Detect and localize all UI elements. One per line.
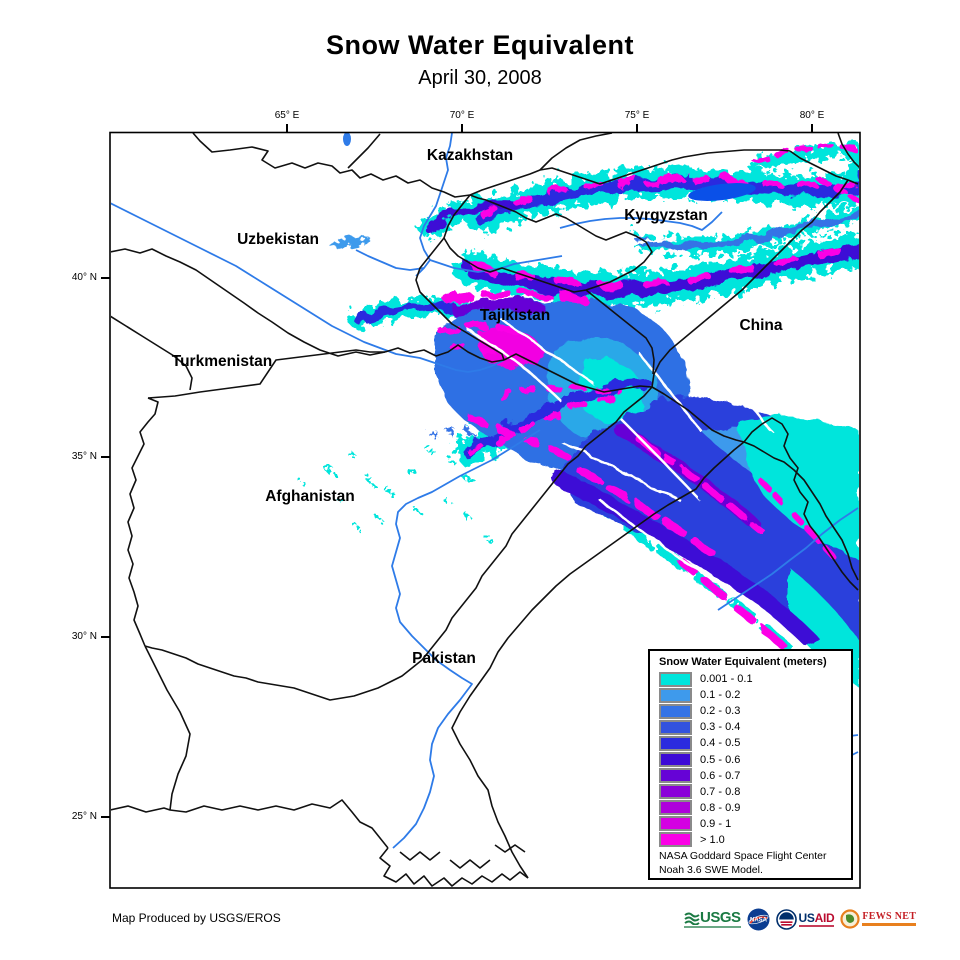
legend-row: 0.3 - 0.4 bbox=[659, 719, 844, 735]
legend-title: Snow Water Equivalent (meters) bbox=[659, 656, 827, 668]
legend-row: 0.4 - 0.5 bbox=[659, 735, 844, 751]
country-label-tajikistan: Tajikistan bbox=[479, 307, 551, 324]
lon-tick-80e: 80° E bbox=[799, 110, 825, 121]
legend-swatch bbox=[659, 800, 692, 816]
map-frame bbox=[101, 124, 861, 889]
borders-layer bbox=[111, 133, 859, 887]
country-label-kyrgyzstan: Kyrgyzstan bbox=[624, 207, 708, 224]
attribution-text: Map Produced by USGS/EROS bbox=[112, 911, 281, 925]
legend-label: 0.4 - 0.5 bbox=[700, 737, 741, 750]
legend-row: 0.5 - 0.6 bbox=[659, 751, 844, 768]
lat-tick-35n: 35° N bbox=[71, 451, 97, 462]
legend-swatch bbox=[659, 784, 692, 800]
usaid-logo: USAID bbox=[775, 908, 835, 930]
lat-tick-30n: 30° N bbox=[71, 631, 97, 642]
lat-tick-40n: 40° N bbox=[71, 272, 97, 283]
nasa-wordmark: NASA bbox=[750, 917, 768, 923]
legend-row: > 1.0 bbox=[659, 832, 844, 848]
legend-label: > 1.0 bbox=[700, 833, 725, 846]
country-label-china: China bbox=[739, 317, 783, 334]
lon-tick-70e: 70° E bbox=[449, 110, 475, 121]
legend-label: 0.8 - 0.9 bbox=[700, 801, 741, 814]
legend-swatch bbox=[659, 752, 692, 768]
logo-row: USGS NASA USAID FEWS NET bbox=[684, 903, 917, 935]
page-title: Snow Water Equivalent bbox=[325, 30, 635, 60]
lat-tick-25n: 25° N bbox=[71, 811, 97, 822]
legend-label: 0.9 - 1 bbox=[700, 817, 732, 830]
usgs-wave-icon bbox=[684, 912, 700, 925]
snow-extent-layer bbox=[111, 133, 859, 887]
lakes-layer bbox=[330, 133, 756, 249]
legend-swatch bbox=[659, 735, 692, 751]
legend-swatch bbox=[659, 687, 692, 703]
usaid-seal-icon bbox=[775, 908, 797, 930]
legend-label: 0.6 - 0.7 bbox=[700, 769, 741, 782]
legend-row: 0.001 - 0.1 bbox=[659, 671, 844, 687]
legend-row: 0.6 - 0.7 bbox=[659, 768, 844, 784]
legend-swatch bbox=[659, 816, 692, 832]
usaid-wordmark-aid: AID bbox=[814, 910, 835, 925]
country-label-pakistan: Pakistan bbox=[412, 650, 476, 667]
legend-row: 0.7 - 0.8 bbox=[659, 784, 844, 800]
country-label-kazakhstan: Kazakhstan bbox=[426, 147, 514, 164]
legend-label: 0.1 - 0.2 bbox=[700, 689, 741, 702]
map-legend: Snow Water Equivalent (meters) 0.001 - 0… bbox=[648, 649, 853, 880]
usaid-wordmark-us: US bbox=[798, 910, 815, 925]
legend-swatch bbox=[659, 832, 692, 848]
legend-row: 0.2 - 0.3 bbox=[659, 703, 844, 719]
page-subtitle: April 30, 2008 bbox=[418, 67, 542, 89]
usgs-tagline-bar bbox=[684, 926, 741, 928]
fews-net-logo: FEWS NET bbox=[840, 909, 917, 929]
fews-net-globe-icon bbox=[840, 909, 860, 929]
legend-label: 0.2 - 0.3 bbox=[700, 705, 741, 718]
fews-net-tagline-bar bbox=[862, 923, 917, 926]
legend-row: 0.1 - 0.2 bbox=[659, 687, 844, 703]
legend-label: 0.7 - 0.8 bbox=[700, 785, 741, 798]
legend-label: 0.3 - 0.4 bbox=[700, 721, 741, 734]
legend-swatch bbox=[659, 719, 692, 735]
usgs-wordmark: USGS bbox=[700, 909, 741, 926]
country-label-afghanistan: Afghanistan bbox=[265, 488, 355, 505]
usgs-logo: USGS bbox=[684, 910, 741, 928]
fews-net-wordmark: FEWS NET bbox=[862, 911, 917, 922]
legend-row: 0.8 - 0.9 bbox=[659, 800, 844, 816]
nasa-logo: NASA bbox=[747, 908, 770, 930]
country-label-turkmenistan: Turkmenistan bbox=[171, 353, 273, 370]
usaid-tagline-bar bbox=[798, 924, 835, 927]
legend-source-line2: Noah 3.6 SWE Model. bbox=[659, 864, 763, 877]
legend-swatch bbox=[659, 768, 692, 784]
legend-source-line1: NASA Goddard Space Flight Center bbox=[659, 850, 827, 863]
legend-row: 0.9 - 1 bbox=[659, 816, 844, 832]
legend-label: 0.5 - 0.6 bbox=[700, 753, 741, 766]
legend-label: 0.001 - 0.1 bbox=[700, 673, 753, 686]
legend-swatch bbox=[659, 671, 692, 687]
lon-tick-65e: 65° E bbox=[274, 110, 300, 121]
legend-swatch bbox=[659, 703, 692, 719]
country-label-uzbekistan: Uzbekistan bbox=[237, 231, 319, 248]
lon-tick-75e: 75° E bbox=[624, 110, 650, 121]
